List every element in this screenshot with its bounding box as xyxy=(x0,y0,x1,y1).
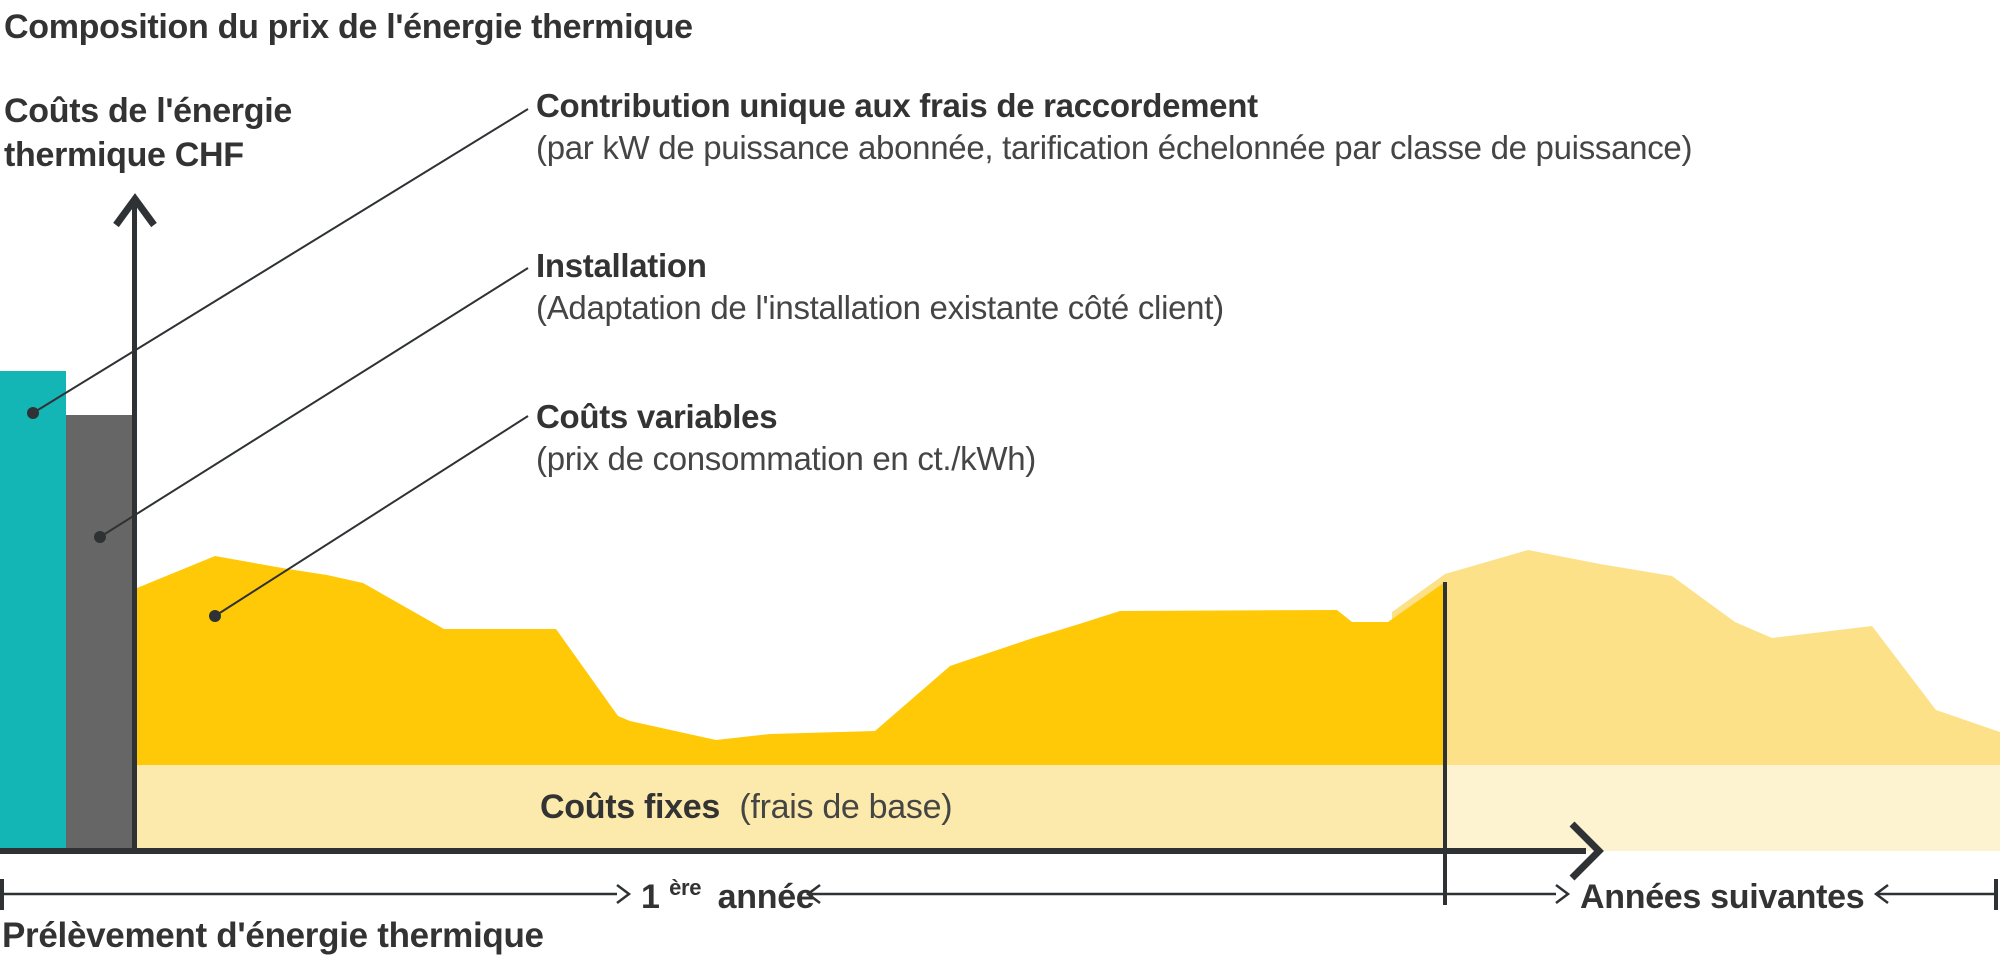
annotation-raccordement: Contribution unique aux frais de raccord… xyxy=(536,87,1692,166)
leader-dot-variables xyxy=(209,610,221,622)
y-axis-label-line1: Coûts de l'énergie xyxy=(4,92,292,130)
leader-line-installation xyxy=(99,267,529,538)
year1-superscript: ère xyxy=(669,875,701,900)
annotation-installation: Installation (Adaptation de l'installati… xyxy=(536,247,1224,326)
variable-costs-area-year1 xyxy=(137,556,1445,765)
fixed-costs-band-following-years xyxy=(1445,765,2000,851)
y-axis-label-line2: thermique CHF xyxy=(4,136,244,174)
annotation-title: Installation xyxy=(536,247,707,284)
period-measure-line xyxy=(0,879,1998,910)
variable-costs-area-following-years xyxy=(1392,550,2000,765)
x-axis-baseline xyxy=(0,848,1586,854)
x-axis-arrowhead-icon xyxy=(1569,821,1604,881)
fixed-costs-label: Coûts fixes (frais de base) xyxy=(540,788,952,826)
y-axis-line xyxy=(132,199,137,851)
year-divider-line xyxy=(1443,582,1447,905)
arrow-right-icon xyxy=(616,884,632,904)
leader-lines xyxy=(27,108,529,622)
leader-dot-raccordement xyxy=(27,407,39,419)
annotation-variables: Coûts variables (prix de consommation en… xyxy=(536,398,1036,477)
annotation-subtitle: (par kW de puissance abonnée, tarificati… xyxy=(536,129,1692,166)
fixed-costs-band-year1 xyxy=(137,765,1445,851)
annotation-subtitle: (Adaptation de l'installation existante … xyxy=(536,289,1224,326)
page-title: Composition du prix de l'énergie thermiq… xyxy=(4,8,693,46)
annotation-subtitle: (prix de consommation en ct./kWh) xyxy=(536,440,1036,477)
leader-dot-installation xyxy=(94,531,106,543)
year1-word: année xyxy=(718,878,815,916)
annotation-title: Coûts variables xyxy=(536,398,777,435)
fixed-costs-label-regular: (frais de base) xyxy=(739,788,952,826)
y-axis-arrowhead-icon xyxy=(113,193,157,228)
x-axis-label: Prélèvement d'énergie thermique xyxy=(2,916,544,955)
measure-tick-right xyxy=(1994,879,1998,910)
installation-bar xyxy=(66,415,133,851)
x-period-following-label: Années suivantes xyxy=(1580,878,1864,916)
fixed-costs-label-bold: Coûts fixes xyxy=(540,788,720,826)
leader-line-raccordement xyxy=(32,108,529,414)
leader-line-variables xyxy=(214,415,529,617)
annotation-title: Contribution unique aux frais de raccord… xyxy=(536,87,1258,124)
x-period-year1-label: 1 ère année xyxy=(641,865,814,916)
arrow-right-icon xyxy=(1555,884,1571,904)
year1-number: 1 xyxy=(641,878,660,916)
connection-fee-bar xyxy=(0,371,66,851)
y-axis-label: Coûts de l'énergie thermique CHF xyxy=(4,92,292,174)
